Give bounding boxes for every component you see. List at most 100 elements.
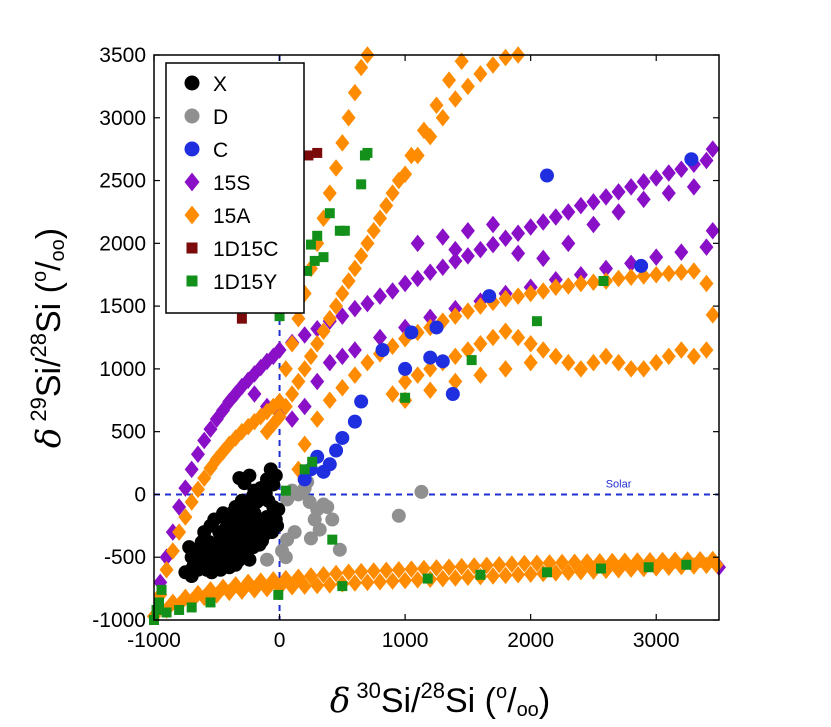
legend-label-c: C xyxy=(213,139,228,162)
data-point-15s xyxy=(297,397,312,416)
data-point-15s xyxy=(247,365,262,383)
data-point-15a xyxy=(523,565,538,583)
data-point-15s xyxy=(699,238,714,256)
data-point-1d15y xyxy=(154,597,165,608)
data-point-15s xyxy=(178,479,193,497)
x-tick-label: 2000 xyxy=(507,629,554,652)
data-point-15a xyxy=(404,146,419,165)
data-point-1d15y xyxy=(274,311,285,322)
legend-marker-15s xyxy=(184,172,200,192)
data-point-15a xyxy=(473,297,488,315)
data-point-15s xyxy=(599,188,613,206)
legend-label-1d15c: 1D15C xyxy=(213,238,278,261)
data-point-1d15y xyxy=(302,265,313,276)
data-point-15a xyxy=(423,360,438,378)
data-point-15s xyxy=(486,215,500,234)
data-point-15a xyxy=(385,385,400,403)
legend-marker-1d15c xyxy=(186,242,198,254)
data-point-1d15y xyxy=(318,252,329,263)
data-point-15a xyxy=(442,71,457,89)
data-point-15a xyxy=(567,553,582,571)
data-point-15a xyxy=(228,576,243,594)
data-point-15s xyxy=(611,203,626,221)
data-point-15s xyxy=(272,341,287,359)
data-point-15a xyxy=(354,247,369,265)
legend-entry-d: D xyxy=(184,106,228,129)
data-point-15s xyxy=(649,169,664,187)
data-point-15a xyxy=(573,274,588,293)
data-point-15a xyxy=(661,347,676,366)
data-point-1d15y xyxy=(156,584,167,595)
data-point-15a xyxy=(548,278,563,297)
data-point-15s xyxy=(360,294,375,313)
data-point-15a xyxy=(322,576,337,594)
data-point-15a xyxy=(624,360,639,378)
data-point-15a xyxy=(705,306,720,324)
legend-entry-1d15c: 1D15C xyxy=(186,238,278,261)
data-point-15s xyxy=(523,218,538,236)
data-point-15a xyxy=(473,335,488,353)
data-point-15s xyxy=(460,222,475,240)
data-point-15a xyxy=(668,551,683,569)
legend-label-x: X xyxy=(213,73,227,96)
data-point-15a xyxy=(178,588,193,607)
data-point-15s xyxy=(448,240,463,259)
data-point-1d15y xyxy=(151,604,162,615)
data-point-15a xyxy=(523,335,538,353)
x-axis-title-iso-num: 30 xyxy=(356,678,380,703)
data-point-15s xyxy=(573,196,588,215)
data-point-15a xyxy=(354,562,369,581)
data-point-15s xyxy=(247,385,262,403)
data-point-15s xyxy=(435,258,450,276)
data-point-15a xyxy=(398,571,413,590)
data-point-15a xyxy=(391,561,406,579)
data-point-15a xyxy=(555,553,570,572)
data-point-15a xyxy=(322,309,337,328)
data-point-x xyxy=(216,555,231,570)
data-point-15a xyxy=(448,347,463,366)
data-point-1d15y xyxy=(541,567,552,578)
data-point-15a xyxy=(159,561,174,579)
data-point-15a xyxy=(423,381,438,399)
data-point-15a xyxy=(373,572,387,591)
data-point-x xyxy=(231,518,246,533)
legend-label-15s: 15S xyxy=(213,172,250,195)
data-point-1d15y xyxy=(334,225,345,236)
data-point-15a xyxy=(630,552,645,570)
data-point-15a xyxy=(278,360,293,378)
x-axis-title-iso-den: 28 xyxy=(421,678,445,703)
data-point-15a xyxy=(536,341,551,359)
data-point-1d15y xyxy=(299,464,310,475)
series-layer xyxy=(147,46,726,625)
data-point-15a xyxy=(285,385,300,403)
data-point-15a xyxy=(197,469,212,487)
data-point-15s xyxy=(184,460,199,479)
data-point-15a xyxy=(617,552,632,570)
data-point-1d15y xyxy=(307,456,318,467)
data-point-1d15y xyxy=(309,255,320,266)
series-1d15c xyxy=(236,147,323,324)
y-tick-label: 1000 xyxy=(99,358,146,381)
series-c xyxy=(297,152,699,487)
data-point-15a xyxy=(329,297,344,315)
data-point-d xyxy=(287,525,302,540)
data-point-d xyxy=(312,522,327,537)
annotations: Solar xyxy=(606,479,632,491)
data-point-15a xyxy=(341,563,356,582)
data-point-d xyxy=(295,484,310,499)
data-point-1d15y xyxy=(362,147,373,158)
data-point-15a xyxy=(272,407,287,426)
data-point-15a xyxy=(291,568,306,587)
data-point-15a xyxy=(586,273,601,292)
x-axis-title-el2: Si ( xyxy=(445,682,497,720)
data-point-x xyxy=(242,468,257,483)
data-point-15s xyxy=(536,213,551,231)
data-point-15a xyxy=(705,550,720,569)
legend-entry-1d15y: 1D15Y xyxy=(186,271,277,294)
legend-marker-d xyxy=(184,108,200,124)
y-axis-title-unit-slash: / xyxy=(30,261,68,271)
data-point-15s xyxy=(498,229,513,248)
plot-frame xyxy=(153,54,720,621)
data-point-15a xyxy=(448,90,463,108)
